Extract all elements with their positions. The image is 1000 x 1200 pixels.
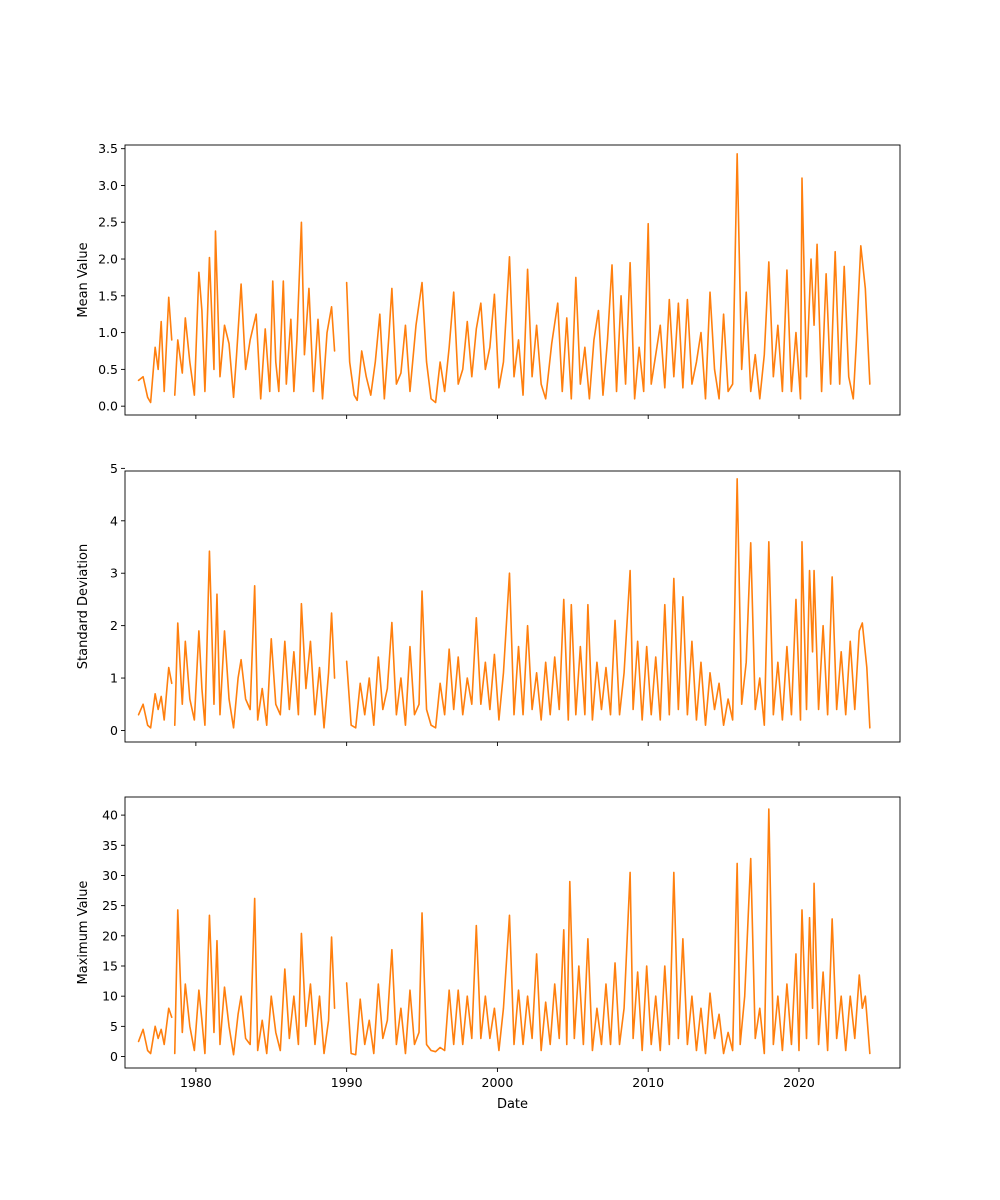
y-tick-label: 2 — [110, 618, 118, 633]
y-tick-label: 0.0 — [98, 399, 118, 414]
y-tick-label: 40 — [102, 808, 118, 823]
y-tick-label: 3.5 — [98, 141, 118, 156]
series-line-segment — [137, 666, 173, 729]
y-tick-label: 1 — [110, 671, 118, 686]
axes-frame — [124, 796, 901, 1069]
x-tick-label: 1980 — [180, 1075, 212, 1090]
y-tick-label: 2.5 — [98, 215, 118, 230]
series-line-segment — [345, 808, 871, 1056]
x-tick-label: 2020 — [783, 1075, 815, 1090]
y-tick-label: 1.0 — [98, 325, 118, 340]
series-line-segment — [345, 153, 871, 404]
series-line-segment — [173, 221, 336, 400]
x-axis-label: Date — [497, 1097, 528, 1112]
y-tick-label: 5 — [110, 461, 118, 476]
y-tick-label: 2.0 — [98, 252, 118, 267]
y-tick-label: 20 — [102, 928, 118, 943]
y-tick-label: 25 — [102, 898, 118, 913]
panel-maximum-value: 0 5 10 15 20 25 30 35 40 1980 1990 2000 2010 2020 Maxi… — [76, 796, 901, 1112]
y-tick-label: 0 — [110, 723, 118, 738]
x-tick-label: 2010 — [632, 1075, 664, 1090]
y-tick-label: 1.5 — [98, 288, 118, 303]
panel-standard-deviation: 0 1 2 3 4 5 Standard Deviation — [76, 461, 901, 746]
y-tick-label: 3 — [110, 566, 118, 581]
y-tick-label: 0 — [110, 1049, 118, 1064]
y-tick-label: 35 — [102, 838, 118, 853]
y-tick-label: 10 — [102, 989, 118, 1004]
y-tick-label: 3.0 — [98, 178, 118, 193]
series-line-segment — [137, 296, 173, 404]
x-tick-label: 1990 — [331, 1075, 363, 1090]
y-tick-label: 4 — [110, 513, 118, 528]
series-line-segment — [137, 1007, 173, 1055]
series-line-segment — [173, 897, 336, 1056]
panel-mean-value: 0.0 0.5 1.0 1.5 2.0 2.5 3.0 3.5 Mean Value — [76, 141, 901, 419]
y-axis-label: Maximum Value — [76, 881, 91, 985]
y-axis-label: Standard Deviation — [76, 544, 91, 669]
y-tick-label: 30 — [102, 868, 118, 883]
y-tick-label: 5 — [110, 1019, 118, 1034]
x-tick-label: 2000 — [482, 1075, 514, 1090]
y-tick-label: 15 — [102, 958, 118, 973]
y-tick-label: 0.5 — [98, 362, 118, 377]
axes-frame — [124, 144, 901, 416]
series-line-segment — [173, 550, 336, 729]
axes-frame — [124, 470, 901, 743]
y-axis-label: Mean Value — [76, 242, 91, 317]
series-line-segment — [345, 478, 871, 729]
